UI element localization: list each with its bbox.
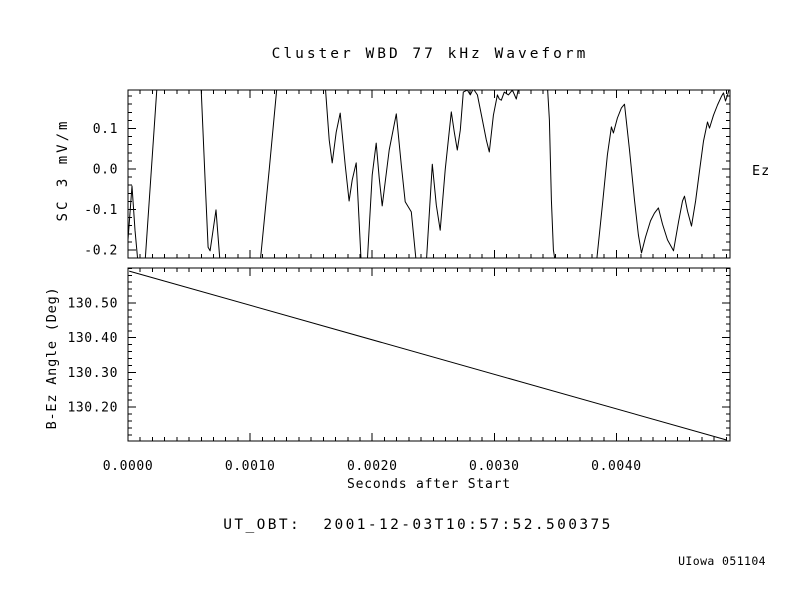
y-tick-label: 0.0 <box>93 163 118 178</box>
ez-trace-label: Ez <box>752 163 771 179</box>
angle-panel-frame <box>127 267 731 442</box>
chart-title: Cluster WBD 77 kHz Waveform <box>271 46 589 62</box>
y-tick-label: -0.1 <box>84 203 118 218</box>
x-axis-label: Seconds after Start <box>347 477 511 492</box>
waveform-y-axis-label: SC 3 mV/m <box>55 118 71 222</box>
x-tick-label: 0.0040 <box>591 459 642 474</box>
x-tick-label: 0.0030 <box>469 459 520 474</box>
credit-label: UIowa 051104 <box>678 554 766 568</box>
x-tick-label: 0.0020 <box>347 459 398 474</box>
x-tick-label: 0.0000 <box>103 459 154 474</box>
x-tick-label: 0.0010 <box>225 459 276 474</box>
waveform-trace <box>128 90 730 258</box>
y-tick-label: 130.20 <box>67 401 118 416</box>
angle-y-axis-label: B-Ez Angle (Deg) <box>44 286 60 430</box>
y-tick-label: 130.40 <box>67 331 118 346</box>
y-tick-label: 130.50 <box>67 297 118 312</box>
waveform-panel-frame <box>127 89 731 259</box>
ut-obt-timestamp: UT_OBT: 2001-12-03T10:57:52.500375 <box>223 517 613 533</box>
y-tick-label: 0.1 <box>93 122 118 137</box>
angle-trace <box>129 270 727 441</box>
waveform-panel: 0.1 0.0 -0.1 -0.2 <box>84 89 731 259</box>
y-tick-label: -0.2 <box>84 244 118 259</box>
angle-panel: 0.0000 0.0010 0.0020 0.0030 0.0040 130.50 130.… <box>67 267 731 474</box>
y-tick-label: 130.30 <box>67 366 118 381</box>
